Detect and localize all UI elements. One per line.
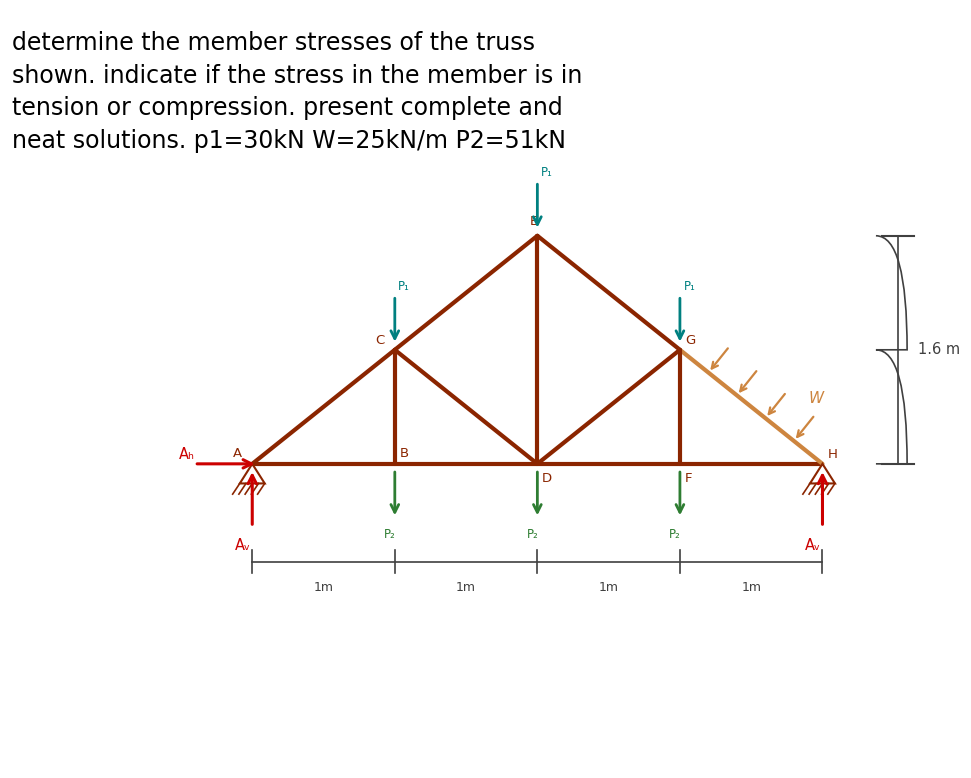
Text: D: D [542,471,552,485]
Text: C: C [375,335,385,348]
Text: E: E [530,215,539,228]
Text: P₁: P₁ [398,280,410,293]
Text: 1m: 1m [314,581,333,594]
Text: H: H [828,448,838,461]
Text: B: B [399,447,409,460]
Text: 1m: 1m [456,581,476,594]
Text: P₂: P₂ [385,527,396,541]
Text: P₁: P₁ [541,166,552,179]
Text: 1m: 1m [741,581,761,594]
Text: Aᵥ: Aᵥ [234,538,251,553]
Text: F: F [685,471,692,485]
Text: P₁: P₁ [684,280,695,293]
Text: P₂: P₂ [669,527,681,541]
Text: Aᵥ: Aᵥ [805,538,820,553]
Text: G: G [686,335,695,348]
Text: determine the member stresses of the truss
shown. indicate if the stress in the : determine the member stresses of the tru… [13,31,583,152]
Text: 1m: 1m [599,581,619,594]
Text: P₂: P₂ [526,527,539,541]
Text: W: W [809,391,824,406]
Text: 1.6 m: 1.6 m [918,342,960,357]
Text: Aₕ: Aₕ [180,447,195,462]
Text: A: A [233,447,242,460]
